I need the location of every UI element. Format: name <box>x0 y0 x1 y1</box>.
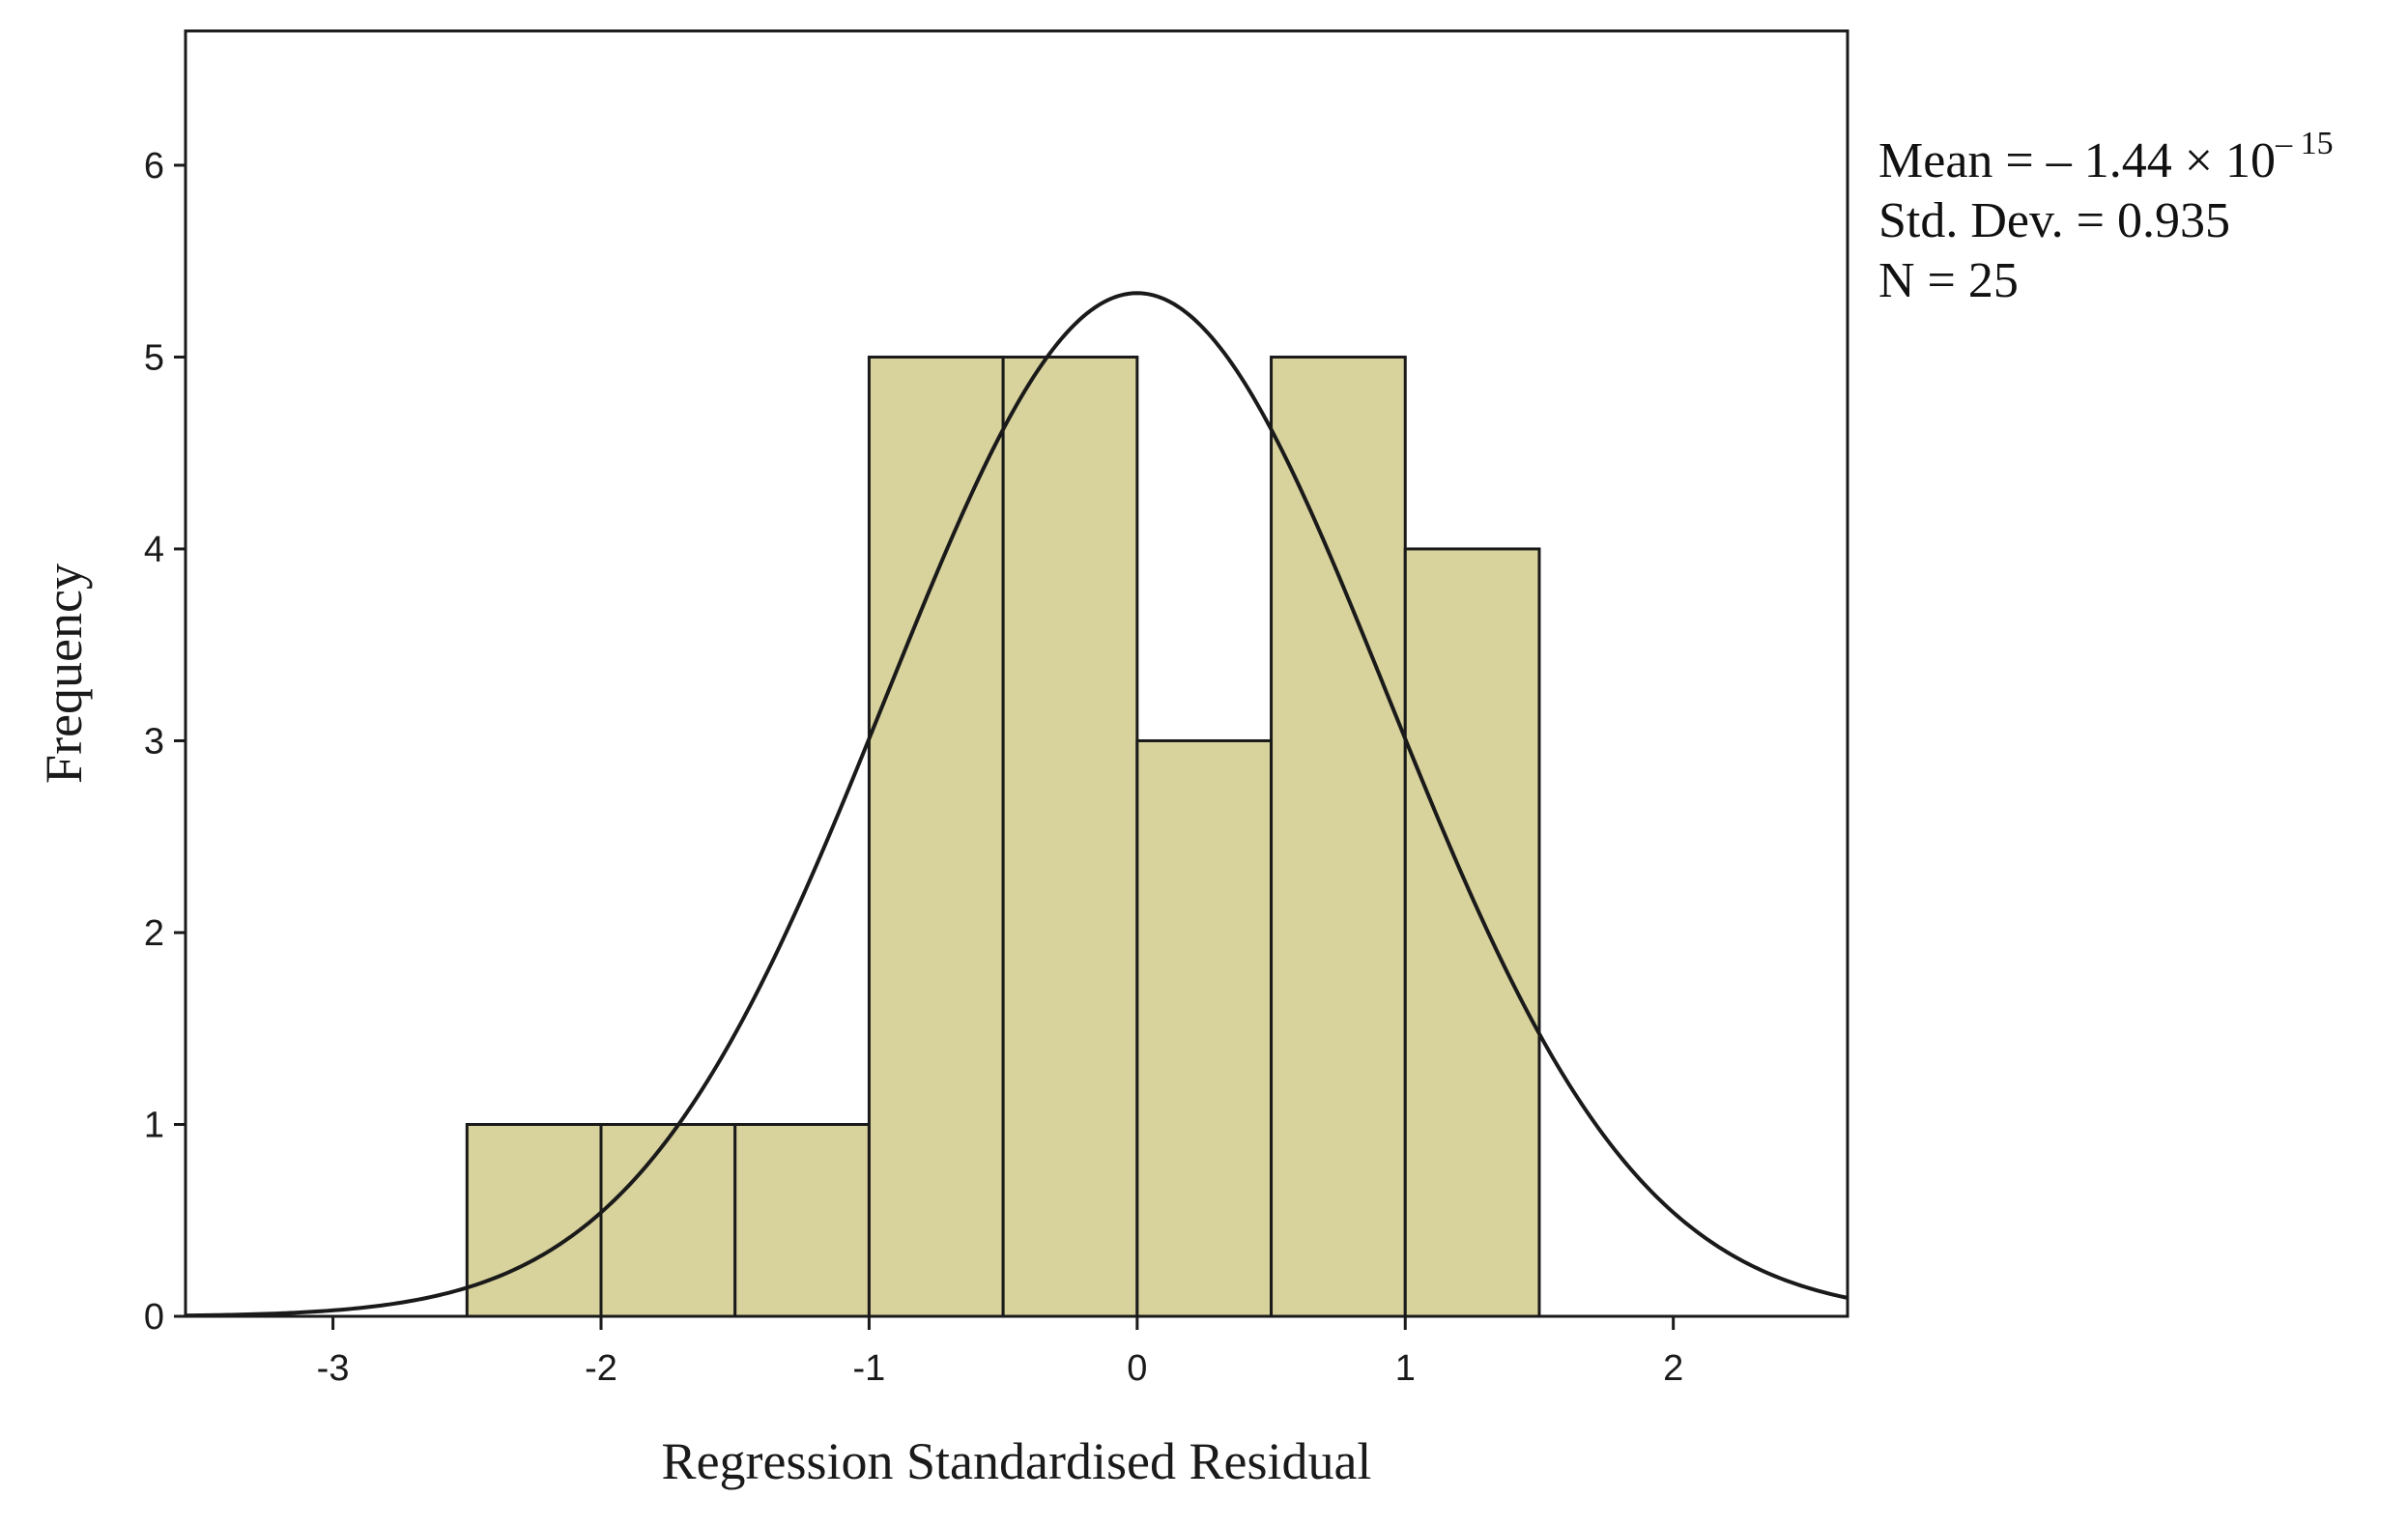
x-axis-title: Regression Standardised Residual <box>662 1432 1372 1490</box>
y-tick-label: 4 <box>144 530 164 570</box>
y-axis-title: Frequency <box>35 563 93 784</box>
mean-stat: Mean = – 1.44 × 10– 15 <box>1878 126 2334 189</box>
x-tick-label: -1 <box>853 1348 886 1389</box>
y-tick-label: 3 <box>144 721 164 762</box>
histogram-bar <box>867 355 1005 1318</box>
x-tick-label: -2 <box>585 1348 617 1389</box>
n-stat: N = 25 <box>1878 253 2019 308</box>
x-tick-label: -3 <box>317 1348 350 1389</box>
x-tick-label: 0 <box>1127 1348 1147 1389</box>
normal-curve <box>185 291 1849 1318</box>
y-tick-label: 6 <box>144 146 164 187</box>
y-tick-label: 2 <box>144 913 164 954</box>
y-tick-label: 5 <box>144 337 164 378</box>
stats-legend: Mean = – 1.44 × 10– 15 Std. Dev. = 0.935… <box>1878 126 2334 311</box>
x-tick-label: 2 <box>1663 1348 1683 1389</box>
y-tick-label: 0 <box>144 1297 164 1338</box>
histogram-bars <box>465 355 1541 1318</box>
histogram-bar <box>1135 738 1274 1318</box>
std-dev-stat: Std. Dev. = 0.935 <box>1878 193 2230 248</box>
histogram-bar <box>1270 355 1407 1318</box>
histogram-bar <box>599 1122 737 1318</box>
histogram-bar <box>1001 355 1139 1318</box>
x-tick-label: 1 <box>1395 1348 1416 1389</box>
mean-exponent: – 15 <box>2276 126 2334 161</box>
histogram-bar <box>1403 547 1541 1318</box>
histogram-bar <box>465 1122 603 1318</box>
y-axis: 0 1 2 3 4 5 6 <box>144 146 186 1338</box>
histogram-bar <box>733 1122 871 1318</box>
x-axis: -3 -2 -1 0 1 2 <box>317 1316 1683 1389</box>
y-tick-label: 1 <box>144 1105 164 1145</box>
